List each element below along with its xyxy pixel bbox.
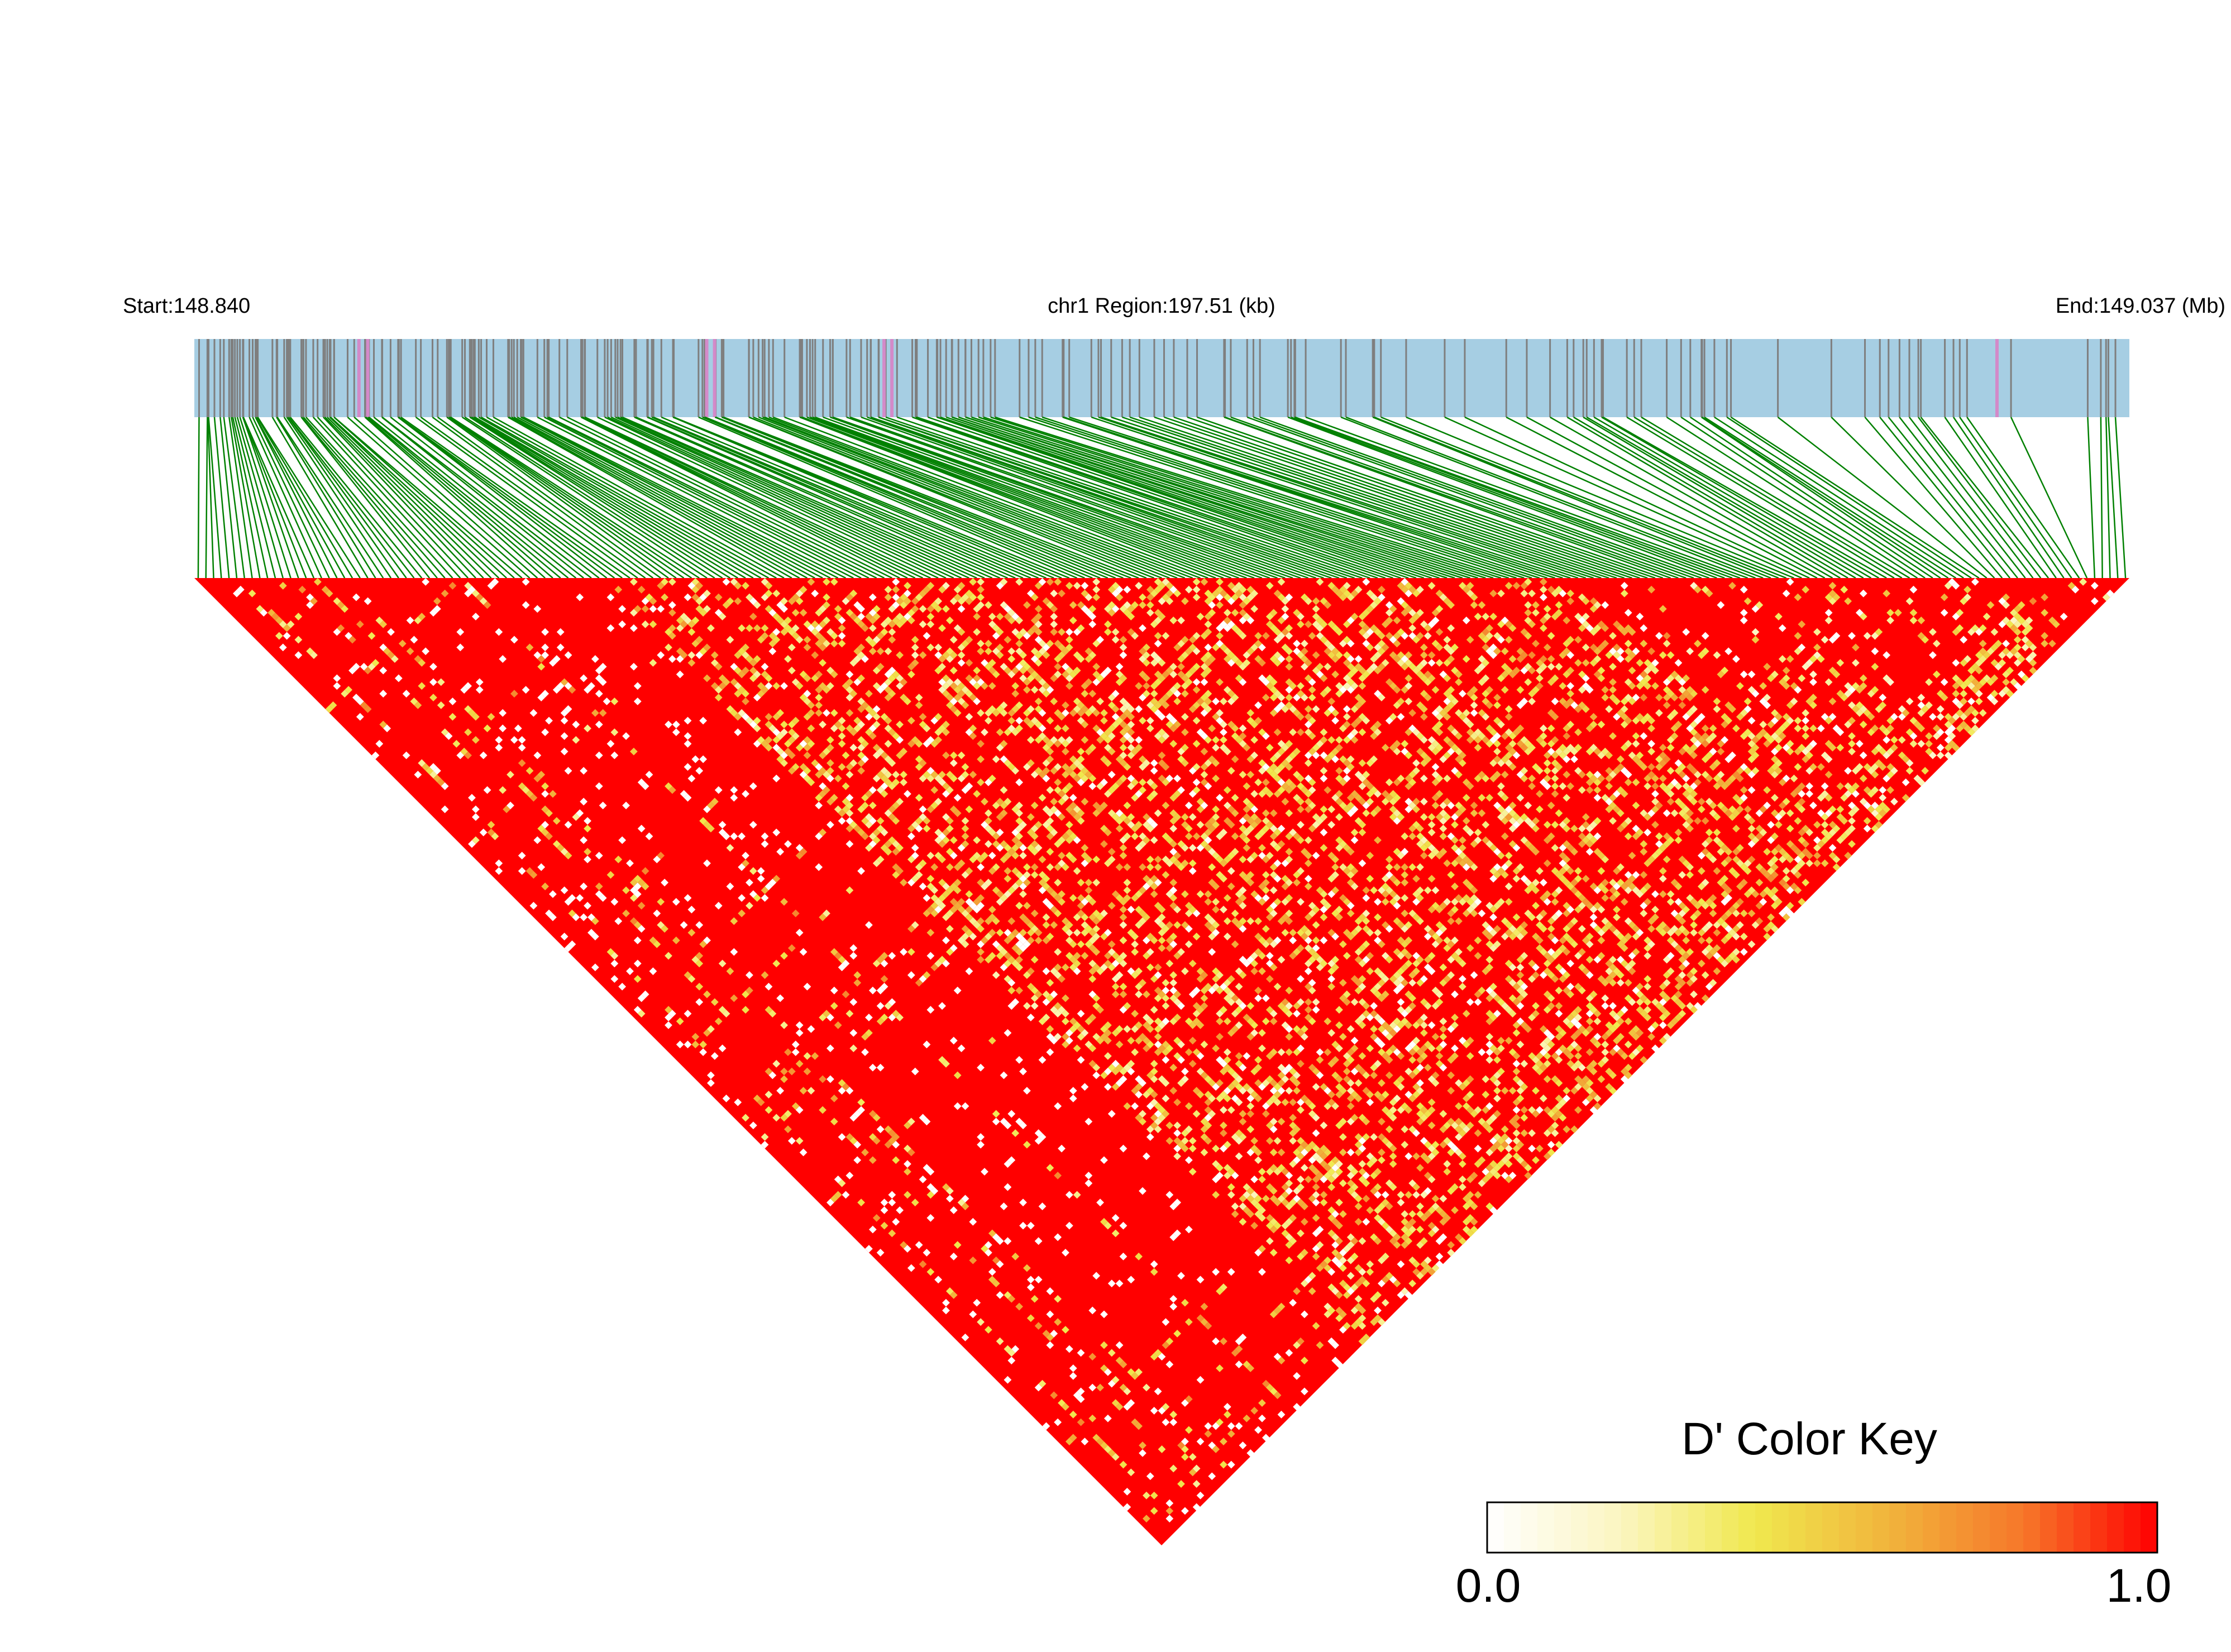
snp-connector (1960, 417, 2071, 578)
snp-connector (1603, 417, 1887, 578)
region-center-label: chr1 Region:197.51 (kb) (1048, 294, 1275, 318)
snp-connector (206, 417, 208, 578)
snp-connector (1880, 417, 2010, 578)
snp-connector (2101, 417, 2103, 578)
ld-triangle-base (194, 578, 2129, 1545)
snp-connector (258, 417, 360, 578)
ld-triangle (194, 578, 2129, 1545)
snp-connector (1778, 417, 1987, 578)
snp-track-background (194, 339, 2129, 417)
snp-connector (368, 417, 561, 578)
region-start-label: Start:148.840 (123, 294, 250, 318)
snp-connector (634, 417, 1000, 578)
snp-connector (288, 417, 406, 578)
snp-connector (302, 417, 437, 578)
snp-connector (240, 417, 291, 578)
snp-track (194, 339, 2129, 417)
snp-connector (1727, 417, 1971, 578)
region-end-label: End:149.037 (Mb) (2056, 294, 2225, 318)
snp-connector (198, 417, 199, 578)
snp-position-connectors (198, 417, 2125, 578)
snp-connector (2087, 417, 2094, 578)
snp-connector (243, 417, 298, 578)
snp-connector (1714, 417, 1964, 578)
chart-header: Start:148.840 chr1 Region:197.51 (kb) En… (123, 294, 2225, 318)
snp-connector (278, 417, 384, 578)
snp-connector (1889, 417, 2018, 578)
snp-connector (233, 417, 267, 578)
snp-connector (1909, 417, 2033, 578)
